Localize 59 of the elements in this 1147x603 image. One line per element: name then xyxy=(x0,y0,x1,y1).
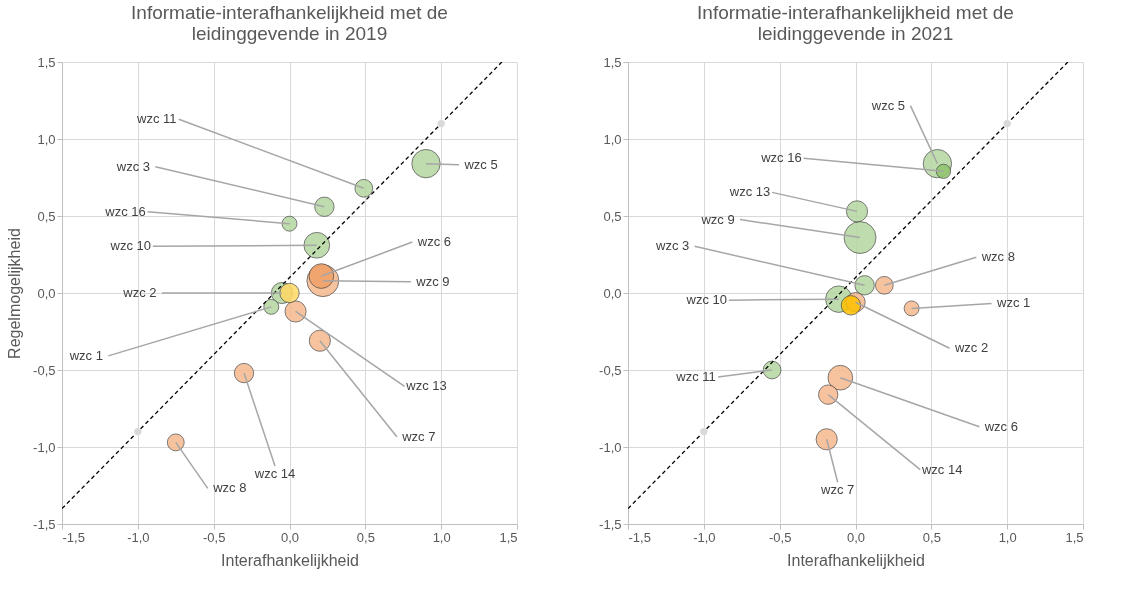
y-tick-label: -1,5 xyxy=(33,516,56,532)
y-tick-label: -1,5 xyxy=(599,516,622,532)
annotation: wzc 16 xyxy=(760,150,802,166)
annotation: wzc 14 xyxy=(253,466,296,482)
y-tick-label: 1,5 xyxy=(37,54,56,70)
annotation: wzc 11 xyxy=(136,111,177,127)
annotation: wzc 6 xyxy=(416,234,451,250)
x-axis-title: Interafhankelijkheid xyxy=(787,551,925,569)
y-tick-label: 1,0 xyxy=(603,131,622,147)
annotation: wzc 1 xyxy=(68,347,103,363)
annotation: wzc 13 xyxy=(405,378,447,394)
annotation: wzc 7 xyxy=(820,482,855,498)
x-tick-label: 1,0 xyxy=(998,529,1017,545)
x-tick-label: -1,5 xyxy=(628,529,651,545)
x-tick-label: 0,0 xyxy=(280,529,300,545)
annotation: wzc 1 xyxy=(996,295,1031,311)
x-tick-label: -1,5 xyxy=(62,529,85,545)
chart-title: Informatie-interafhankelijkheid met de leidinggevende in 2021 xyxy=(697,2,1014,44)
y-axis-title: Regelmogelijkheid xyxy=(6,228,24,359)
annotation: wzc 9 xyxy=(700,211,735,227)
x-axis-title: Interafhankelijkheid xyxy=(221,551,359,569)
x-tick-label: 0,5 xyxy=(922,529,941,545)
annotation: wzc 2 xyxy=(953,340,989,356)
annotation: wzc 11 xyxy=(675,369,716,384)
annotation: wzc 3 xyxy=(654,238,690,254)
annotation: wzc 10 xyxy=(685,292,728,308)
x-tick-label: 1,5 xyxy=(1065,529,1084,545)
x-tick-label: -1,0 xyxy=(127,529,150,545)
x-tick-label: 1,5 xyxy=(499,529,518,545)
chart-title: Informatie-interafhankelijkheid met de leidinggevende in 2019 xyxy=(131,2,448,44)
annotation: wzc 3 xyxy=(115,158,150,174)
annotation: wzc 8 xyxy=(212,480,247,496)
annotation: wzc 6 xyxy=(983,418,1018,434)
annotation: wzc 2 xyxy=(122,285,157,300)
y-tick-label: 0,0 xyxy=(603,285,622,301)
y-tick-label: 0,0 xyxy=(37,285,56,301)
annotation: wzc 13 xyxy=(728,184,771,200)
x-tick-label: 0,0 xyxy=(846,529,866,545)
x-tick-label: -1,0 xyxy=(693,529,716,545)
y-tick-label: -0,5 xyxy=(33,362,56,378)
x-tick-label: 1,0 xyxy=(432,529,451,545)
annotation: wzc 14 xyxy=(920,461,963,477)
y-tick-label: -1,0 xyxy=(599,439,622,455)
y-tick-label: 1,5 xyxy=(603,54,622,70)
annotation: wzc 7 xyxy=(401,428,436,444)
x-tick-label: 0,5 xyxy=(356,529,375,545)
annotation: wzc 5 xyxy=(870,97,906,113)
y-tick-label: -1,0 xyxy=(33,439,56,455)
x-tick-label: -0,5 xyxy=(768,529,792,545)
y-tick-label: 1,0 xyxy=(37,131,56,147)
annotation: wzc 16 xyxy=(104,203,146,219)
y-tick-label: 0,5 xyxy=(37,208,56,224)
y-tick-label: -0,5 xyxy=(599,362,622,378)
annotation: wzc 9 xyxy=(415,273,450,289)
annotation: wzc 8 xyxy=(980,249,1015,265)
annotation: wzc 5 xyxy=(463,156,498,172)
annotation: wzc 10 xyxy=(109,238,152,254)
y-tick-label: 0,5 xyxy=(603,208,622,224)
x-tick-label: -0,5 xyxy=(202,529,226,545)
